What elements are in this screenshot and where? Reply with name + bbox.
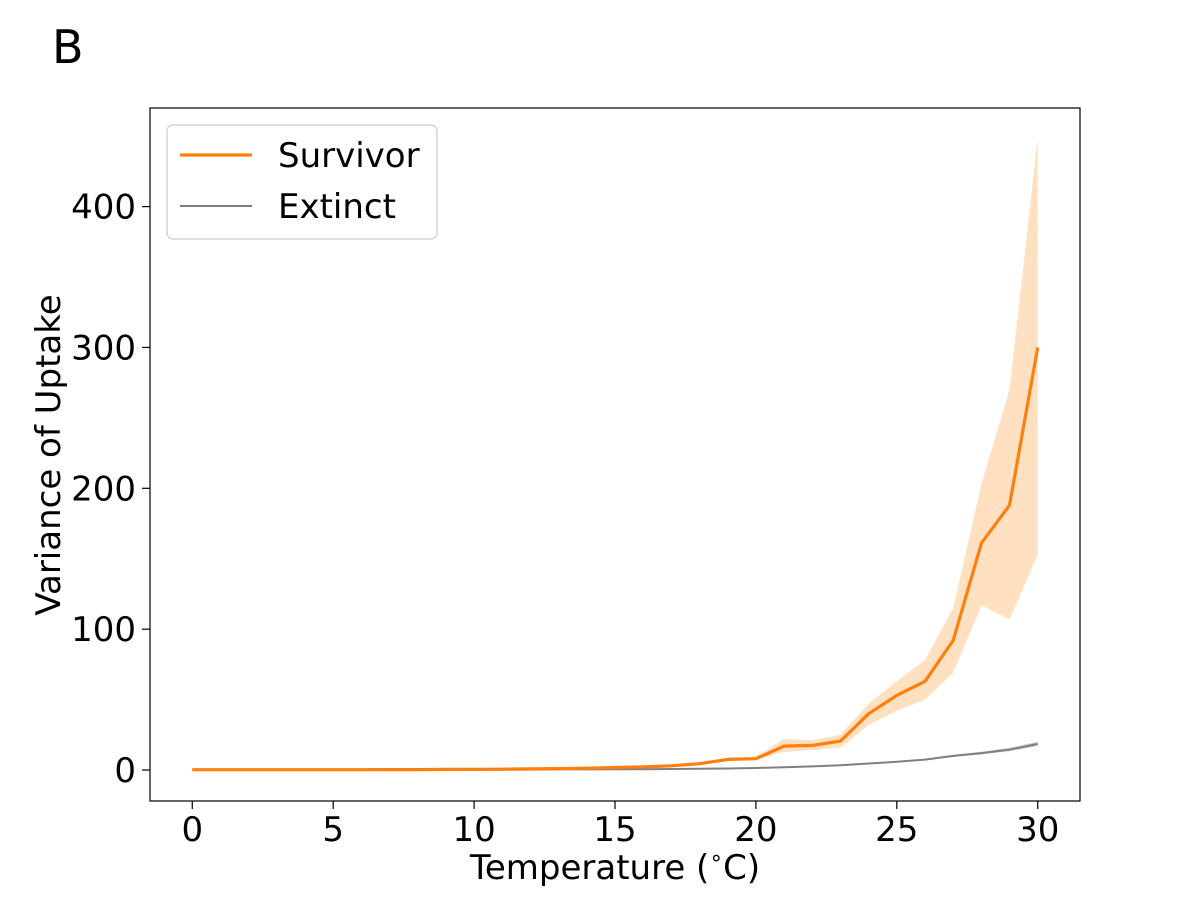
y-tick-label: 300 (71, 328, 136, 368)
x-axis-label-start: Temperature ( (469, 848, 709, 888)
legend-label-survivor: Survivor (278, 136, 420, 176)
panel-label: B (52, 20, 84, 74)
band-extinct (192, 741, 1038, 770)
x-tick-label: 25 (875, 810, 918, 850)
series-lines (192, 347, 1040, 772)
degree-sign: ∘ (709, 846, 723, 871)
x-tick-label: 30 (1016, 810, 1059, 850)
x-tick-label: 10 (452, 810, 495, 850)
x-tick-label: 0 (181, 810, 203, 850)
x-tick-label: 5 (322, 810, 344, 850)
x-axis: 0 5 10 15 20 25 30 (181, 801, 1059, 850)
legend: Survivor Extinct (166, 124, 438, 240)
y-tick-label: 0 (114, 751, 136, 791)
y-tick-label: 200 (71, 469, 136, 509)
y-axis: 0 100 200 300 400 (71, 188, 150, 791)
x-axis-label-end: C) (723, 848, 760, 888)
legend-label-extinct: Extinct (278, 187, 396, 227)
y-tick-label: 400 (71, 188, 136, 228)
y-tick-label: 100 (71, 610, 136, 650)
x-axis-label: Temperature (∘C) (469, 846, 760, 888)
x-tick-label: 20 (734, 810, 777, 850)
x-tick-label: 15 (593, 810, 636, 850)
line-survivor (192, 347, 1040, 772)
y-axis-label: Variance of Uptake (29, 294, 69, 615)
